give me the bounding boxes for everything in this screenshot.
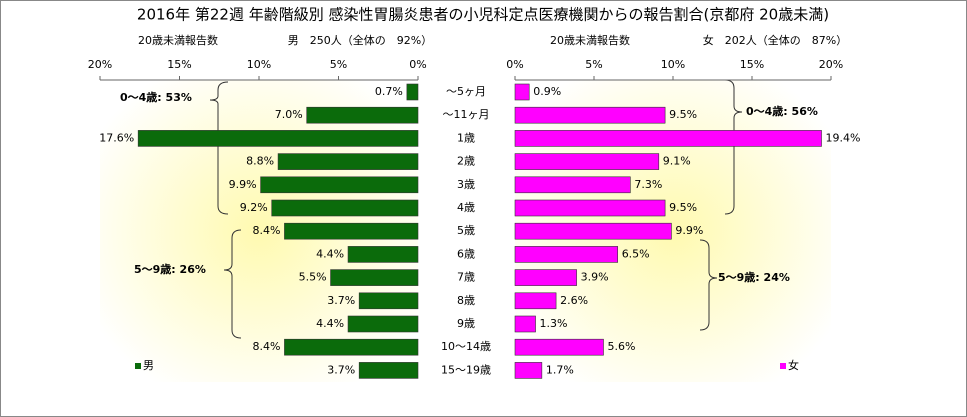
- bar: [514, 176, 631, 194]
- category-label: 3歳: [457, 178, 475, 191]
- bar: [514, 199, 666, 217]
- header-text: 男 250人（全体の 92%）: [288, 33, 432, 47]
- annotation: 5～9歳: 26%: [134, 262, 206, 276]
- value-label: 3.7%: [327, 363, 355, 376]
- x-tick-label: 5%: [330, 58, 347, 71]
- chart-title: 2016年 第22週 年齢階級別 感染性胃腸炎患者の小児科定点医療機関からの報告…: [137, 6, 829, 24]
- bar: [284, 222, 419, 240]
- bar: [260, 176, 419, 194]
- value-label: 4.4%: [316, 247, 344, 260]
- legend-swatch: [780, 363, 786, 369]
- x-tick-label: 10%: [247, 58, 271, 71]
- legend-label: 女: [788, 358, 799, 372]
- x-tick-label: 5%: [585, 58, 602, 71]
- bar: [137, 130, 419, 147]
- category-label: ～11ヶ月: [443, 108, 490, 121]
- x-tick-label: 20%: [819, 58, 843, 71]
- value-label: 5.5%: [299, 271, 327, 284]
- value-label: 8.4%: [252, 224, 280, 237]
- value-label: 0.7%: [375, 85, 403, 98]
- annotation: 5～9歳: 24%: [718, 270, 790, 284]
- value-label: 9.9%: [229, 178, 257, 191]
- category-label: 5歳: [457, 224, 475, 237]
- value-label: 0.9%: [533, 85, 561, 98]
- bar: [347, 246, 419, 263]
- x-tick-label: 15%: [740, 58, 764, 71]
- bar: [330, 269, 419, 286]
- bar: [358, 292, 419, 310]
- category-label: 2歳: [457, 155, 475, 168]
- category-label: 6歳: [457, 247, 475, 260]
- x-tick-label: 15%: [167, 58, 191, 71]
- bar: [514, 153, 660, 170]
- value-label: 17.6%: [99, 131, 134, 144]
- value-label: 19.4%: [826, 131, 861, 144]
- category-label: 8歳: [457, 294, 475, 307]
- header-text: 女 202人（全体の 87%）: [703, 33, 847, 47]
- x-tick-label: 0%: [506, 58, 523, 71]
- annotation: 0～4歳: 53%: [120, 90, 192, 104]
- legend-swatch: [135, 363, 141, 369]
- bar: [514, 246, 618, 263]
- bar: [284, 338, 419, 356]
- value-label: 4.4%: [316, 317, 344, 330]
- value-label: 2.6%: [560, 294, 588, 307]
- value-label: 6.5%: [622, 247, 650, 260]
- header-label: 20歳未満報告数: [138, 34, 218, 47]
- category-label: 4歳: [457, 201, 475, 214]
- category-label: 9歳: [457, 317, 475, 330]
- bar: [306, 106, 419, 124]
- category-label: 15～19歳: [441, 363, 491, 376]
- bar: [277, 153, 419, 170]
- value-label: 1.3%: [540, 317, 568, 330]
- bar: [271, 199, 419, 217]
- value-label: 7.0%: [275, 108, 303, 121]
- x-tick-label: 10%: [661, 58, 685, 71]
- category-label: 1歳: [457, 131, 475, 144]
- value-label: 3.7%: [327, 294, 355, 307]
- value-label: 8.4%: [252, 340, 280, 353]
- value-label: 1.7%: [546, 363, 574, 376]
- value-label: 8.8%: [246, 155, 274, 168]
- x-tick-label: 20%: [88, 58, 112, 71]
- category-label: 7歳: [457, 271, 475, 284]
- bar: [514, 338, 604, 356]
- value-label: 7.3%: [634, 178, 662, 191]
- category-label: 10～14歳: [441, 340, 491, 353]
- annotation: 0～4歳: 56%: [746, 104, 818, 118]
- bar: [514, 130, 822, 147]
- bar: [514, 83, 530, 101]
- bar: [514, 315, 536, 333]
- bar: [514, 292, 557, 310]
- value-label: 9.5%: [669, 201, 697, 214]
- braces: [209, 79, 743, 339]
- value-label: 3.9%: [581, 271, 609, 284]
- header-label: 20歳未満報告数: [550, 34, 630, 47]
- value-label: 9.2%: [240, 201, 268, 214]
- value-label: 9.5%: [669, 108, 697, 121]
- bar: [406, 83, 419, 101]
- x-tick-label: 0%: [409, 58, 426, 71]
- bar: [347, 315, 419, 333]
- value-label: 9.9%: [675, 224, 703, 237]
- value-label: 9.1%: [663, 155, 691, 168]
- bar: [514, 269, 577, 286]
- value-label: 5.6%: [607, 340, 635, 353]
- category-label: ～5ヶ月: [446, 85, 486, 98]
- bar: [514, 222, 672, 240]
- legend-label: 男: [143, 359, 154, 372]
- bar: [514, 362, 543, 379]
- bar: [358, 362, 419, 379]
- bar: [514, 106, 666, 124]
